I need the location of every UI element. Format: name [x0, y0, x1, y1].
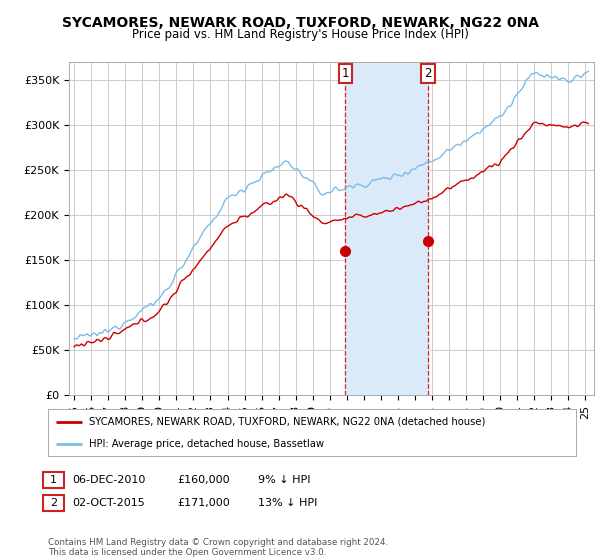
Text: 2: 2 — [50, 498, 57, 508]
Text: 2: 2 — [424, 67, 431, 80]
Text: 9% ↓ HPI: 9% ↓ HPI — [258, 475, 311, 485]
Text: SYCAMORES, NEWARK ROAD, TUXFORD, NEWARK, NG22 0NA (detached house): SYCAMORES, NEWARK ROAD, TUXFORD, NEWARK,… — [89, 417, 485, 427]
Text: 06-DEC-2010: 06-DEC-2010 — [72, 475, 145, 485]
Text: £171,000: £171,000 — [177, 498, 230, 508]
Text: HPI: Average price, detached house, Bassetlaw: HPI: Average price, detached house, Bass… — [89, 438, 324, 449]
Text: 02-OCT-2015: 02-OCT-2015 — [72, 498, 145, 508]
Text: Price paid vs. HM Land Registry's House Price Index (HPI): Price paid vs. HM Land Registry's House … — [131, 28, 469, 41]
Text: 1: 1 — [50, 475, 57, 485]
Text: £160,000: £160,000 — [177, 475, 230, 485]
Text: 1: 1 — [342, 67, 349, 80]
Bar — [346, 62, 428, 395]
Text: SYCAMORES, NEWARK ROAD, TUXFORD, NEWARK, NG22 0NA: SYCAMORES, NEWARK ROAD, TUXFORD, NEWARK,… — [62, 16, 539, 30]
Text: 13% ↓ HPI: 13% ↓ HPI — [258, 498, 317, 508]
Text: Contains HM Land Registry data © Crown copyright and database right 2024.
This d: Contains HM Land Registry data © Crown c… — [48, 538, 388, 557]
